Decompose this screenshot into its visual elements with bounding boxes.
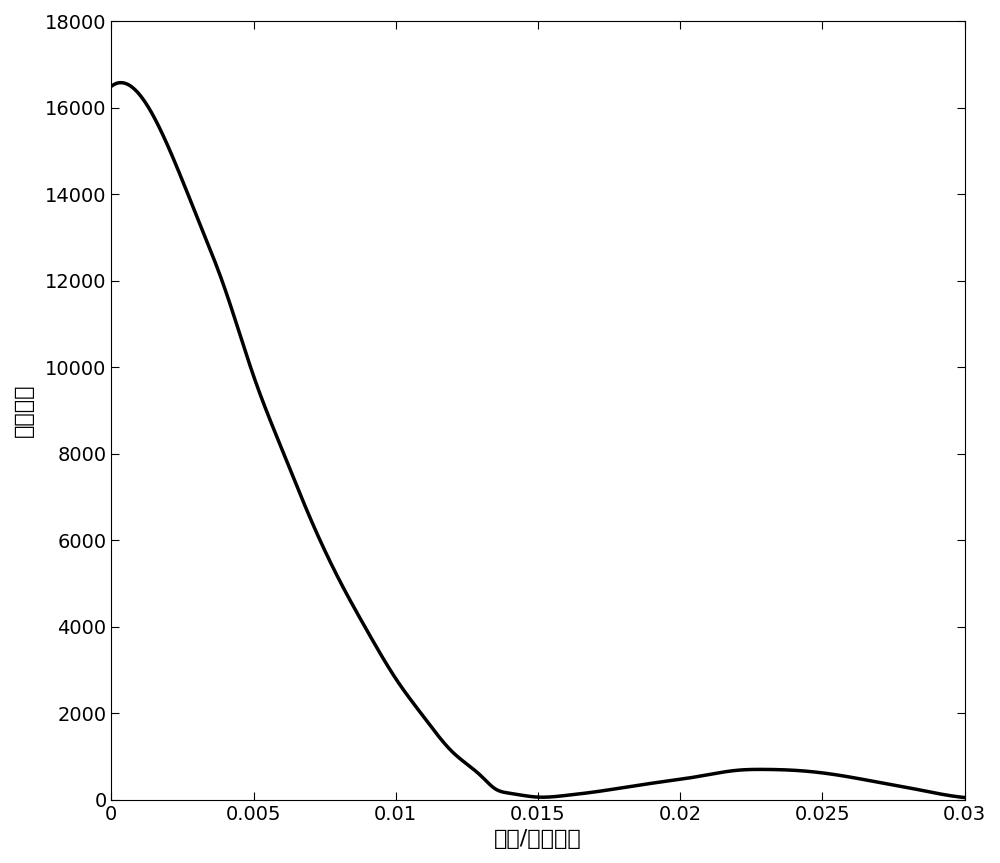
X-axis label: 频率/采样频率: 频率/采样频率 [494,829,582,849]
Y-axis label: 模的平方: 模的平方 [14,384,34,438]
